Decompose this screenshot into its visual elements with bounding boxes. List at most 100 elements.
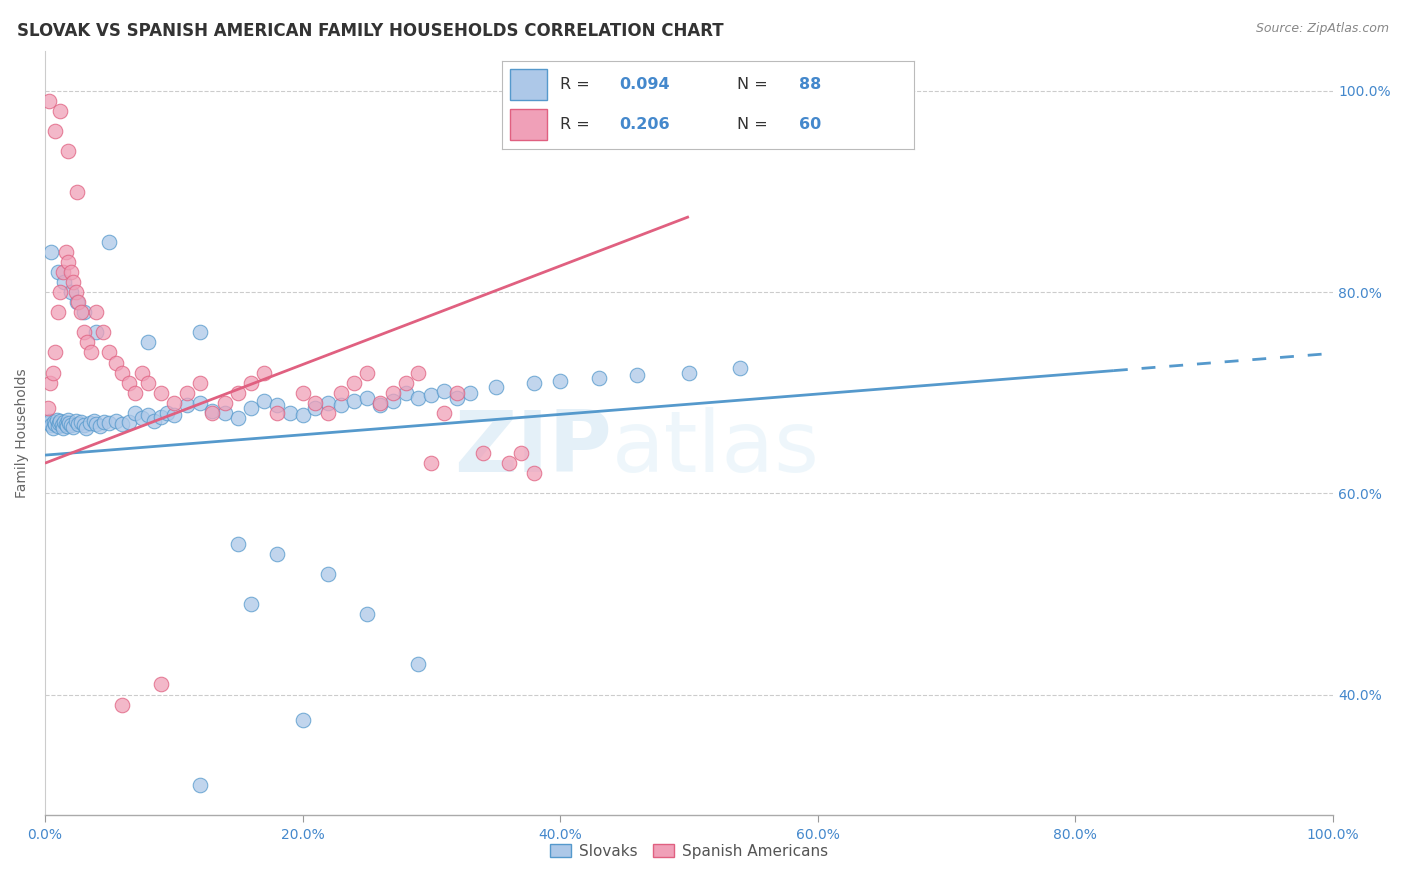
Point [70,305,93,319]
Text: ZIP: ZIP [454,407,612,490]
Point [59,285,82,300]
Point [420,456,443,470]
Point [226,385,249,400]
Point [72,326,94,340]
Point [458,385,481,400]
Point [124,385,146,400]
Point [381,393,404,408]
Point [291,408,314,422]
Point [214,406,236,420]
Point [39,414,62,428]
Point [98,235,121,249]
Point [214,396,236,410]
Text: SLOVAK VS SPANISH AMERICAN FAMILY HOUSEHOLDS CORRELATION CHART: SLOVAK VS SPANISH AMERICAN FAMILY HOUSEH… [17,22,724,40]
Point [523,467,546,481]
Point [510,446,533,460]
Point [65,414,87,428]
Point [149,385,172,400]
Point [59,265,82,279]
Point [124,406,146,420]
Point [55,417,77,431]
Point [240,376,263,390]
Point [44,417,66,431]
Point [226,410,249,425]
Point [44,124,66,138]
Point [79,416,101,430]
Point [304,401,326,415]
Point [156,406,179,420]
Point [48,416,70,430]
Point [316,406,339,420]
Point [76,335,98,350]
Point [52,421,75,435]
Point [118,415,141,429]
Point [176,385,198,400]
Point [420,388,443,402]
Point [131,366,153,380]
Point [523,376,546,390]
Point [394,385,416,400]
Point [46,419,69,434]
Point [149,677,172,691]
Point [240,597,263,611]
Point [626,368,648,382]
Point [446,391,468,405]
Point [291,385,314,400]
Point [111,698,134,712]
Point [56,419,79,434]
Point [86,326,108,340]
Point [53,415,76,429]
Point [408,657,430,672]
Point [104,414,127,428]
Point [433,406,456,420]
Point [176,398,198,412]
Point [66,185,89,199]
Point [55,244,77,259]
Point [75,421,97,435]
Point [266,398,288,412]
Point [49,414,72,428]
Point [93,415,115,429]
Point [316,566,339,581]
Point [56,255,79,269]
Point [83,414,105,428]
Point [45,413,67,427]
Point [498,456,520,470]
Point [330,385,353,400]
Point [368,398,391,412]
Point [136,376,159,390]
Point [201,406,224,420]
Point [149,409,172,424]
Point [678,366,700,380]
Point [58,416,80,430]
Point [343,393,366,408]
Point [163,396,186,410]
Point [67,417,90,431]
Point [41,417,63,432]
Point [46,305,69,319]
Point [588,370,610,384]
Point [41,244,63,259]
Point [86,305,108,319]
Point [316,396,339,410]
Point [80,345,103,359]
Point [118,376,141,390]
Point [188,326,211,340]
Point [66,295,89,310]
Point [446,385,468,400]
Point [98,345,121,359]
Point [266,547,288,561]
Point [408,391,430,405]
Point [41,366,63,380]
Point [53,275,76,289]
Point [381,385,404,400]
Point [38,416,60,430]
Point [104,355,127,369]
Point [72,417,94,432]
Point [408,366,430,380]
Point [368,396,391,410]
Point [72,305,94,319]
Point [548,374,571,388]
Point [70,415,93,429]
Point [39,376,62,390]
